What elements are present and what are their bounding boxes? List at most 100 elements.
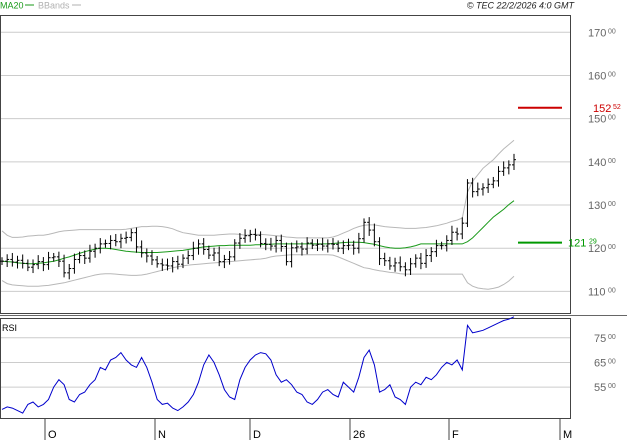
price-bar: [31, 259, 36, 274]
price-bar: [330, 238, 335, 250]
price-bar: [20, 254, 25, 269]
chart-frames: [0, 15, 627, 419]
support-label: 121: [568, 238, 586, 250]
price-bar: [15, 255, 20, 269]
x-axis-label: D: [253, 429, 261, 440]
price-axis-label-decimals: 00: [608, 201, 616, 208]
price-bar: [87, 244, 92, 263]
price-bar: [170, 257, 175, 273]
price-bar: [496, 166, 501, 187]
price-bar: [201, 238, 206, 255]
price-bar: [93, 243, 98, 258]
price-bar: [134, 227, 139, 253]
price-bar: [284, 242, 289, 266]
price-bar: [336, 240, 341, 253]
price-bar: [124, 231, 129, 244]
price-bar: [144, 248, 149, 263]
price-bar: [299, 242, 304, 256]
price-bar: [56, 251, 61, 268]
price-bar: [227, 251, 232, 265]
price-bar: [382, 252, 387, 266]
price-bar: [67, 263, 72, 280]
price-axis-label: 170: [588, 27, 606, 39]
price-bar: [439, 241, 444, 250]
price-bar: [165, 258, 170, 271]
price-bar: [82, 250, 87, 264]
price-bar: [305, 237, 310, 255]
price-bar: [248, 229, 253, 243]
price-bar: [258, 231, 263, 248]
price-bar: [268, 237, 273, 251]
rsi-panel-frame: [0, 318, 571, 419]
ma20-line: [1, 200, 515, 265]
price-bar: [398, 256, 403, 272]
price-bar: [51, 252, 56, 262]
price-bar: [315, 239, 320, 252]
chart-header: MA20 BBands © TEC 22/2/2026 4:0 GMT: [0, 1, 575, 11]
bbands-upper-line: [1, 139, 515, 239]
price-bar: [413, 254, 418, 268]
price-bar: [289, 242, 294, 268]
price-bar: [346, 238, 351, 251]
rsi-axis-label-decimals: 00: [608, 334, 616, 341]
bbands-lower-line: [1, 254, 515, 290]
price-bar: [351, 240, 356, 255]
price-bar: [263, 238, 268, 251]
price-bar: [455, 227, 460, 241]
price-bar: [41, 257, 46, 272]
price-bar: [186, 250, 191, 264]
price-bar: [25, 259, 30, 272]
price-bar: [501, 161, 506, 176]
price-bar: [491, 176, 496, 189]
price-bar: [113, 233, 118, 247]
price-axis-label-decimals: 00: [608, 287, 616, 294]
bbands-legend-label[interactable]: BBands: [38, 1, 70, 11]
price-bar: [377, 237, 382, 266]
price-bar: [356, 232, 361, 254]
price-bar: [449, 225, 454, 245]
price-axis-label: 150: [588, 114, 606, 126]
price-bar: [424, 249, 429, 268]
rsi-axis-label-decimals: 00: [608, 358, 616, 365]
price-bar: [160, 258, 165, 271]
price-bar: [393, 257, 398, 272]
ma20-legend-label[interactable]: MA20: [0, 1, 24, 11]
rsi-axis-label: 55: [594, 382, 606, 394]
price-bar: [181, 254, 186, 269]
price-bar: [72, 253, 77, 274]
price-bar: [434, 239, 439, 257]
rsi-axis-label: 75: [594, 333, 606, 345]
price-bar: [139, 240, 144, 258]
price-bar: [10, 252, 15, 267]
price-bar: [206, 245, 211, 260]
price-bar: [191, 241, 196, 261]
price-bar: [118, 233, 123, 249]
price-bar: [408, 257, 413, 275]
price-bar: [506, 160, 511, 175]
x-axis-label: O: [48, 429, 57, 440]
price-bar: [444, 235, 449, 252]
x-axis-label: F: [452, 429, 459, 440]
price-bar: [403, 262, 408, 277]
price-bar: [62, 254, 67, 278]
price-bar: [480, 183, 485, 196]
price-bar: [217, 246, 222, 267]
price-bar: [475, 182, 480, 197]
price-bar: [0, 257, 4, 266]
price-bar: [418, 252, 423, 270]
price-bar: [274, 235, 279, 253]
price-bar: [460, 217, 465, 240]
rsi-line: [1, 316, 515, 414]
price-bar: [512, 153, 516, 171]
price-bar: [175, 255, 180, 270]
price-bar: [279, 234, 284, 252]
price-bar: [46, 251, 51, 270]
price-bar: [103, 239, 108, 248]
price-bar: [387, 256, 392, 270]
price-bar: [310, 239, 315, 250]
price-axis-label: 120: [588, 243, 606, 255]
rsi-title: RSI: [2, 323, 17, 333]
price-bar: [372, 223, 377, 247]
